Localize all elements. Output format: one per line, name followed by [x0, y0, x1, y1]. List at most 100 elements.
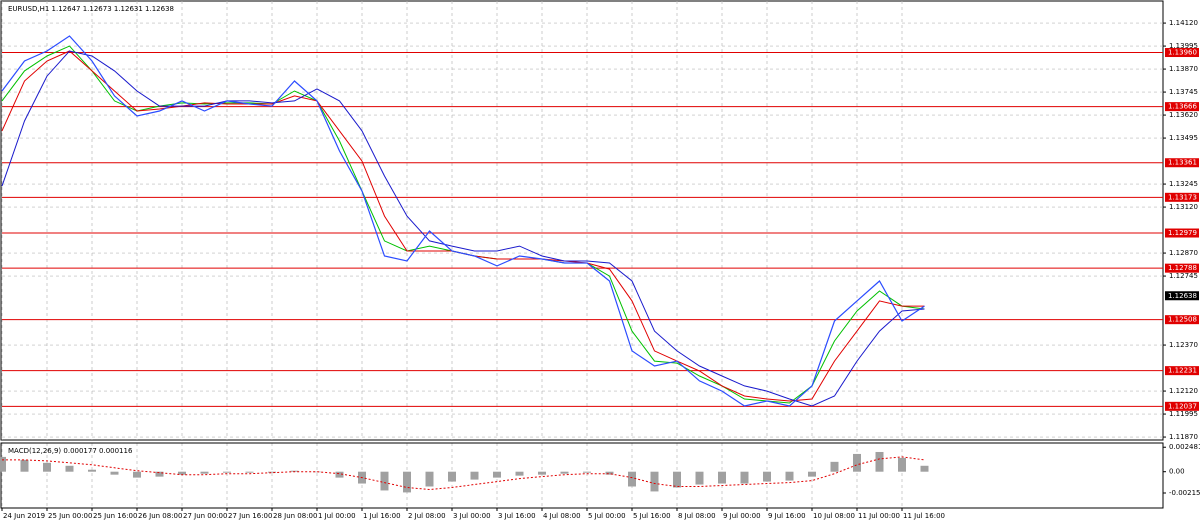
- x-tick-label: 9 Jul 16:00: [768, 512, 806, 520]
- series-line: [1, 50, 925, 407]
- y-tick-label: 0.002481: [1169, 443, 1200, 451]
- panel-frame: [0, 0, 1164, 441]
- y-tick-label: 1.12120: [1169, 387, 1198, 395]
- y-tick-label: 1.13120: [1169, 203, 1198, 211]
- histogram-bar: [88, 469, 96, 472]
- y-tick-label: 1.13870: [1169, 65, 1198, 73]
- x-tick-label: 11 Jul 16:00: [903, 512, 945, 520]
- x-tick-label: 8 Jul 08:00: [678, 512, 716, 520]
- histogram-bar: [380, 471, 389, 491]
- histogram-bar: [740, 471, 749, 484]
- histogram-bar: [695, 471, 704, 485]
- x-tick-label: 25 Jun 00:00: [48, 512, 92, 520]
- histogram-bar: [200, 471, 209, 474]
- level-label: 1.12231: [1168, 367, 1197, 375]
- x-tick-label: 1 Jul 00:00: [318, 512, 356, 520]
- histogram-bar: [155, 471, 164, 477]
- level-label-box: [1165, 102, 1199, 112]
- x-tick-label: 25 Jun 16:00: [93, 512, 137, 520]
- level-label: 1.13361: [1168, 159, 1197, 167]
- histogram-bar: [470, 471, 479, 480]
- histogram-bar: [425, 471, 434, 487]
- histogram-bar: [920, 465, 929, 472]
- y-tick-label: 1.13245: [1169, 180, 1198, 188]
- histogram-bar: [223, 471, 231, 473]
- histogram-bar: [763, 471, 771, 482]
- x-tick-label: 4 Jul 08:00: [543, 512, 581, 520]
- y-tick-label: 1.11870: [1169, 433, 1198, 441]
- histogram-bar: [898, 457, 906, 472]
- level-label-box: [1165, 192, 1199, 202]
- x-tick-label: 28 Jun 08:00: [273, 512, 317, 520]
- level-label-box: [1165, 315, 1199, 325]
- histogram-bar: [830, 461, 839, 472]
- x-tick-label: 3 Jul 00:00: [453, 512, 491, 520]
- x-tick-label: 11 Jul 00:00: [858, 512, 900, 520]
- histogram-bar: [43, 462, 51, 472]
- y-tick-label: 1.12370: [1169, 341, 1198, 349]
- histogram-bar: [448, 471, 456, 482]
- histogram-bar: [583, 471, 591, 473]
- histogram-bar: [268, 471, 276, 473]
- level-label: 1.13173: [1168, 193, 1197, 201]
- y-tick-label: 1.13620: [1169, 111, 1198, 119]
- y-tick-label: 0.00: [1169, 468, 1185, 476]
- histogram-bar: [515, 471, 524, 476]
- histogram-bar: [673, 471, 681, 488]
- histogram-bar: [650, 471, 659, 492]
- current-price-box: [1165, 291, 1199, 301]
- histogram-bar: [718, 471, 726, 484]
- y-tick-label: 1.11995: [1169, 410, 1198, 418]
- x-tick-label: 5 Jul 00:00: [588, 512, 626, 520]
- y-tick-label: 1.13495: [1169, 134, 1198, 142]
- histogram-bar: [628, 471, 636, 487]
- level-label: 1.12037: [1168, 402, 1197, 410]
- x-tick-label: 10 Jul 08:00: [813, 512, 855, 520]
- current-price-label: 1.12638: [1168, 292, 1197, 300]
- x-tick-label: 27 Jun 16:00: [228, 512, 272, 520]
- histogram-bar: [538, 471, 546, 475]
- histogram-bar: [313, 471, 321, 473]
- histogram-bar: [178, 471, 186, 475]
- y-tick-label: 1.12745: [1169, 272, 1198, 280]
- histogram-bar: [493, 471, 501, 478]
- histogram-bar: [65, 465, 74, 472]
- level-label-box: [1165, 48, 1199, 58]
- x-tick-label: 9 Jul 00:00: [723, 512, 761, 520]
- y-tick-label: 1.13995: [1169, 42, 1198, 50]
- histogram-bar: [20, 459, 29, 472]
- y-tick-label: -0.002159: [1169, 489, 1200, 497]
- histogram-bar: [785, 471, 794, 481]
- histogram-bar: [875, 451, 884, 472]
- level-label-box: [1165, 158, 1199, 168]
- histogram-bar: [605, 471, 614, 475]
- histogram-bar: [133, 471, 141, 478]
- x-tick-label: 27 Jun 00:00: [183, 512, 227, 520]
- level-label-box: [1165, 366, 1199, 376]
- x-tick-label: 3 Jul 16:00: [498, 512, 536, 520]
- level-label-box: [1165, 228, 1199, 238]
- level-label: 1.13666: [1168, 103, 1197, 111]
- histogram-bar: [853, 453, 861, 472]
- histogram-bar: [245, 471, 254, 473]
- histogram-bar: [335, 471, 344, 478]
- histogram-bar: [403, 471, 411, 493]
- level-label: 1.13960: [1168, 49, 1197, 57]
- level-label-box: [1165, 401, 1199, 411]
- x-tick-label: 2 Jul 08:00: [408, 512, 446, 520]
- level-label: 1.12508: [1168, 316, 1197, 324]
- panel-title: MACD(12,26,9) 0.000177 0.000116: [8, 447, 133, 455]
- panel-title: EURUSD,H1 1.12647 1.12673 1.12631 1.1263…: [8, 5, 174, 13]
- histogram-bar: [110, 471, 119, 475]
- x-tick-label: 26 Jun 08:00: [138, 512, 182, 520]
- level-label-box: [1165, 263, 1199, 273]
- histogram-bar: [808, 471, 816, 477]
- x-tick-label: 5 Jul 16:00: [633, 512, 671, 520]
- level-label: 1.12788: [1168, 264, 1197, 272]
- histogram-bar: [0, 456, 6, 472]
- y-tick-label: 1.13745: [1169, 88, 1198, 96]
- level-label: 1.12979: [1168, 229, 1197, 237]
- x-tick-label: 1 Jul 16:00: [363, 512, 401, 520]
